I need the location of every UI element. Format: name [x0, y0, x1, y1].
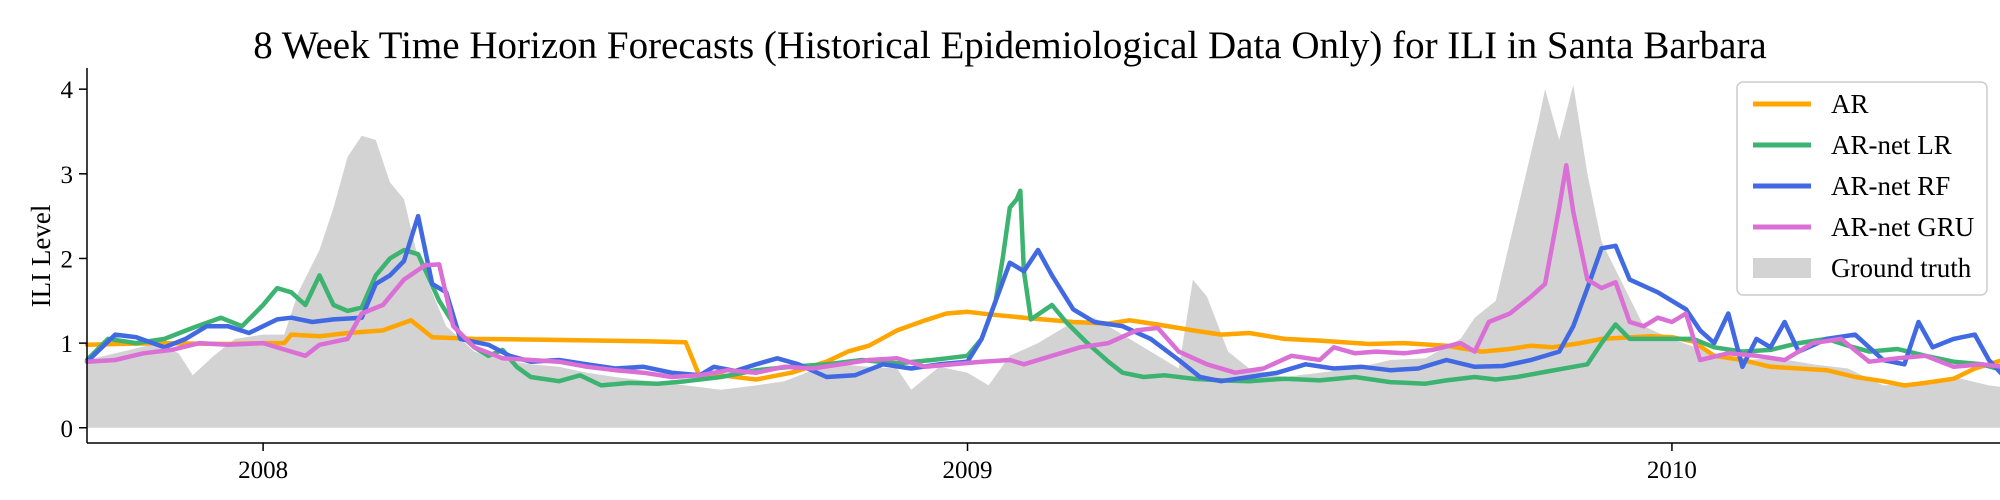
x-tick-label: 2010: [1647, 457, 1697, 484]
y-tick-label: 0: [61, 416, 74, 443]
plot-area: [84, 84, 2000, 428]
legend-label: Ground truth: [1831, 253, 1972, 283]
legend-item-ar-net-lr: AR-net LR: [1753, 130, 1952, 160]
y-axis-label: ILI Level: [26, 205, 56, 308]
x-ticks: 2008 2009 2010: [238, 443, 1697, 484]
x-tick-label: 2009: [943, 457, 993, 484]
legend: AR AR-net LR AR-net RF AR-net GRU Ground tru…: [1736, 81, 1988, 296]
legend-label: AR-net RF: [1831, 171, 1950, 201]
legend-label: AR-net LR: [1831, 130, 1952, 160]
line-layer: [84, 163, 2000, 388]
legend-swatch: [1753, 258, 1811, 278]
area-layer: [87, 84, 2000, 428]
series-area-ground-truth: [87, 84, 2000, 428]
series-line-ar-net-rf: [84, 213, 2000, 384]
axes: 0 1 2 3 4 2008 2009 2010: [61, 68, 2000, 484]
legend-frame: [1736, 81, 1988, 296]
legend-label: AR-net GRU: [1831, 212, 1974, 242]
x-tick-label: 2008: [238, 457, 288, 484]
y-tick-label: 4: [61, 77, 74, 104]
legend-item-ar: AR: [1753, 89, 1869, 119]
legend-item-ar-net-gru: AR-net GRU: [1753, 212, 1974, 242]
y-tick-label: 2: [61, 246, 74, 273]
y-tick-label: 1: [61, 331, 74, 358]
legend-items: AR AR-net LR AR-net RF AR-net GRU Ground tru…: [1753, 89, 1974, 283]
y-ticks: 0 1 2 3 4: [61, 77, 87, 443]
series-line-ar-net-gru: [84, 163, 2000, 380]
series-line-ar-net-lr: [84, 188, 2000, 388]
legend-item-ground-truth: Ground truth: [1753, 253, 1972, 283]
chart-title: 8 Week Time Horizon Forecasts (Historica…: [253, 24, 1767, 67]
legend-label: AR: [1831, 89, 1869, 119]
y-tick-label: 3: [61, 162, 74, 189]
legend-item-ar-net-rf: AR-net RF: [1753, 171, 1950, 201]
